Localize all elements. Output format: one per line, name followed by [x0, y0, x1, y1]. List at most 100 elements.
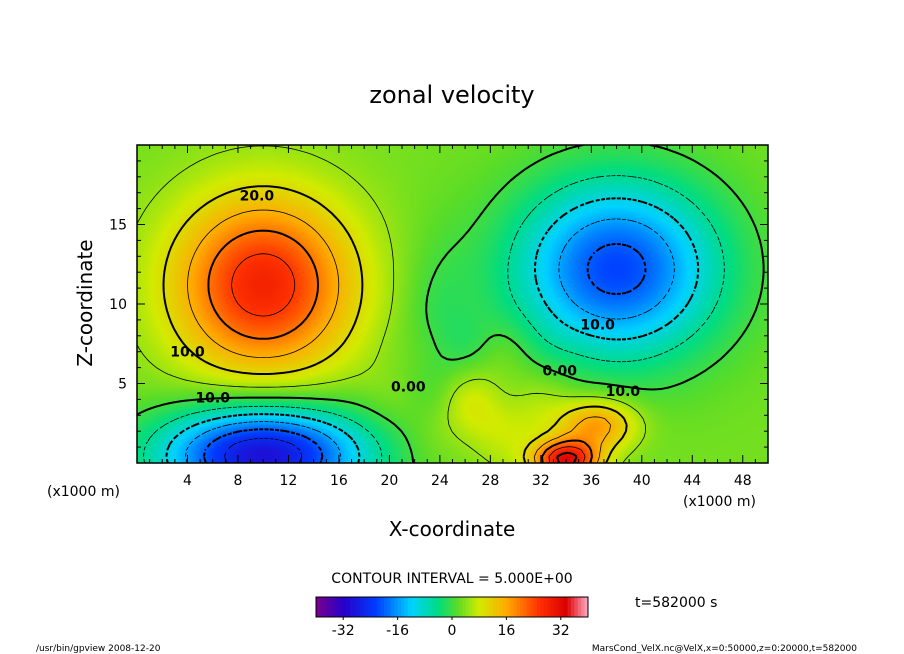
footer-right: MarsCond_VelX.nc@VelX,x=0:50000,z=0:2000…	[592, 644, 857, 654]
colorbar-cell	[346, 597, 351, 617]
colorbar-cell	[370, 597, 375, 617]
colorbar-cell	[404, 597, 409, 617]
x-tick-label: 8	[233, 473, 242, 489]
contour-labels: 20.0 10.0 10.0 0.00 0.00 10.0 10.0	[170, 189, 640, 407]
colorbar-cell	[448, 597, 453, 617]
colorbar-cell	[414, 597, 419, 617]
colorbar-cell	[513, 597, 518, 617]
colorbar-cell	[384, 597, 388, 617]
colorbar-tick-label: -16	[386, 623, 409, 639]
contour-interval: CONTOUR INTERVAL = 5.000E+00	[331, 571, 572, 587]
colorbar-cell	[401, 597, 405, 617]
heatmap-field	[137, 145, 768, 463]
colorbar-cell	[428, 597, 433, 617]
x-unit-label: (x1000 m)	[683, 494, 756, 510]
colorbar-cell	[557, 597, 562, 617]
contour-line	[231, 253, 586, 463]
colorbar-cell	[462, 597, 467, 617]
colorbar-cell	[564, 597, 569, 617]
x-tick-label: 16	[330, 473, 348, 489]
colorbar-tick-label: 32	[552, 623, 570, 639]
colorbar-cell	[533, 597, 538, 617]
colorbar-cell	[547, 597, 552, 617]
contour-line	[202, 242, 647, 463]
colorbar-cell	[353, 597, 358, 617]
colorbar-cell	[499, 597, 504, 617]
colorbar-cell	[472, 597, 477, 617]
colorbar-cell	[373, 597, 378, 617]
colorbar-cell	[584, 597, 589, 617]
colorbar-cell	[418, 597, 422, 617]
time-label: t=582000 s	[635, 595, 717, 611]
colorbar-cell	[339, 597, 344, 617]
colorbar-cell	[438, 597, 443, 617]
colorbar-ticks: -32 -16 0 16 32	[332, 617, 570, 639]
colorbar-cell	[387, 597, 392, 617]
colorbar-cell	[343, 597, 348, 617]
contour-lines	[137, 145, 765, 463]
contour-line	[224, 438, 303, 463]
x-tick-label: 28	[481, 473, 499, 489]
colorbar-cell	[326, 597, 331, 617]
colorbar-cell	[435, 597, 439, 617]
contour-line	[143, 175, 725, 463]
colorbar-cell	[560, 597, 565, 617]
colorbar: -32 -16 0 16 32	[315, 596, 589, 639]
colorbar-cell	[336, 597, 341, 617]
colorbar-cell	[567, 597, 572, 617]
footer-left: /usr/bin/gpview 2008-12-20	[36, 644, 161, 654]
colorbar-cell	[380, 597, 385, 617]
chart-title: zonal velocity	[369, 81, 534, 109]
colorbar-cell	[411, 597, 416, 617]
contour-label: 20.0	[240, 189, 275, 205]
contour-line	[137, 145, 647, 463]
colorbar-cell	[421, 597, 426, 617]
colorbar-cell	[441, 597, 446, 617]
colorbar-cell	[397, 597, 402, 617]
colorbar-cell	[475, 597, 480, 617]
colorbar-cell	[377, 597, 382, 617]
colorbar-cell	[356, 597, 361, 617]
x-tick-label: 24	[431, 473, 449, 489]
colorbar-cell	[452, 597, 456, 617]
x-axis-label: X-coordinate	[389, 517, 516, 541]
colorbar-cell	[509, 597, 514, 617]
contour-line	[187, 209, 611, 463]
colorbar-cell	[581, 597, 586, 617]
x-tick-label: 12	[280, 473, 298, 489]
colorbar-cell	[465, 597, 470, 617]
contour-label: 10.0	[606, 384, 641, 400]
colorbar-cell	[363, 597, 368, 617]
colorbar-cell	[574, 597, 579, 617]
colorbar-cell	[489, 597, 494, 617]
contour-label: 0.00	[391, 379, 426, 395]
colorbar-cell	[424, 597, 429, 617]
colorbar-tick-label: 16	[497, 623, 515, 639]
x-tick-label: 32	[532, 473, 550, 489]
contour-line	[556, 451, 578, 463]
colorbar-cell	[360, 597, 365, 617]
contour-line	[162, 185, 628, 463]
x-tick-label: 36	[582, 473, 600, 489]
colorbar-cell	[394, 597, 399, 617]
colorbar-cell	[322, 597, 327, 617]
colorbar-cell	[445, 597, 450, 617]
colorbar-cell	[469, 597, 473, 617]
contour-label: 10.0	[195, 391, 230, 407]
colorbar-cell	[503, 597, 507, 617]
y-unit-label: (x1000 m)	[47, 484, 120, 500]
colorbar-tick-label: -32	[332, 623, 355, 639]
colorbar-cell	[482, 597, 487, 617]
y-tick-label: 15	[109, 218, 127, 234]
x-ticks: 4 8 12 16 20 24 28 32 36 40 44 48	[149, 145, 756, 489]
colorbar-cell	[329, 597, 334, 617]
contour-label: 10.0	[170, 344, 205, 360]
colorbar-cell	[492, 597, 497, 617]
colorbar-cell	[333, 597, 337, 617]
contour-line	[165, 197, 700, 463]
colorbar-cell	[350, 597, 354, 617]
colorbar-cell	[543, 597, 548, 617]
x-tick-label: 20	[380, 473, 398, 489]
y-tick-label: 5	[118, 377, 127, 393]
